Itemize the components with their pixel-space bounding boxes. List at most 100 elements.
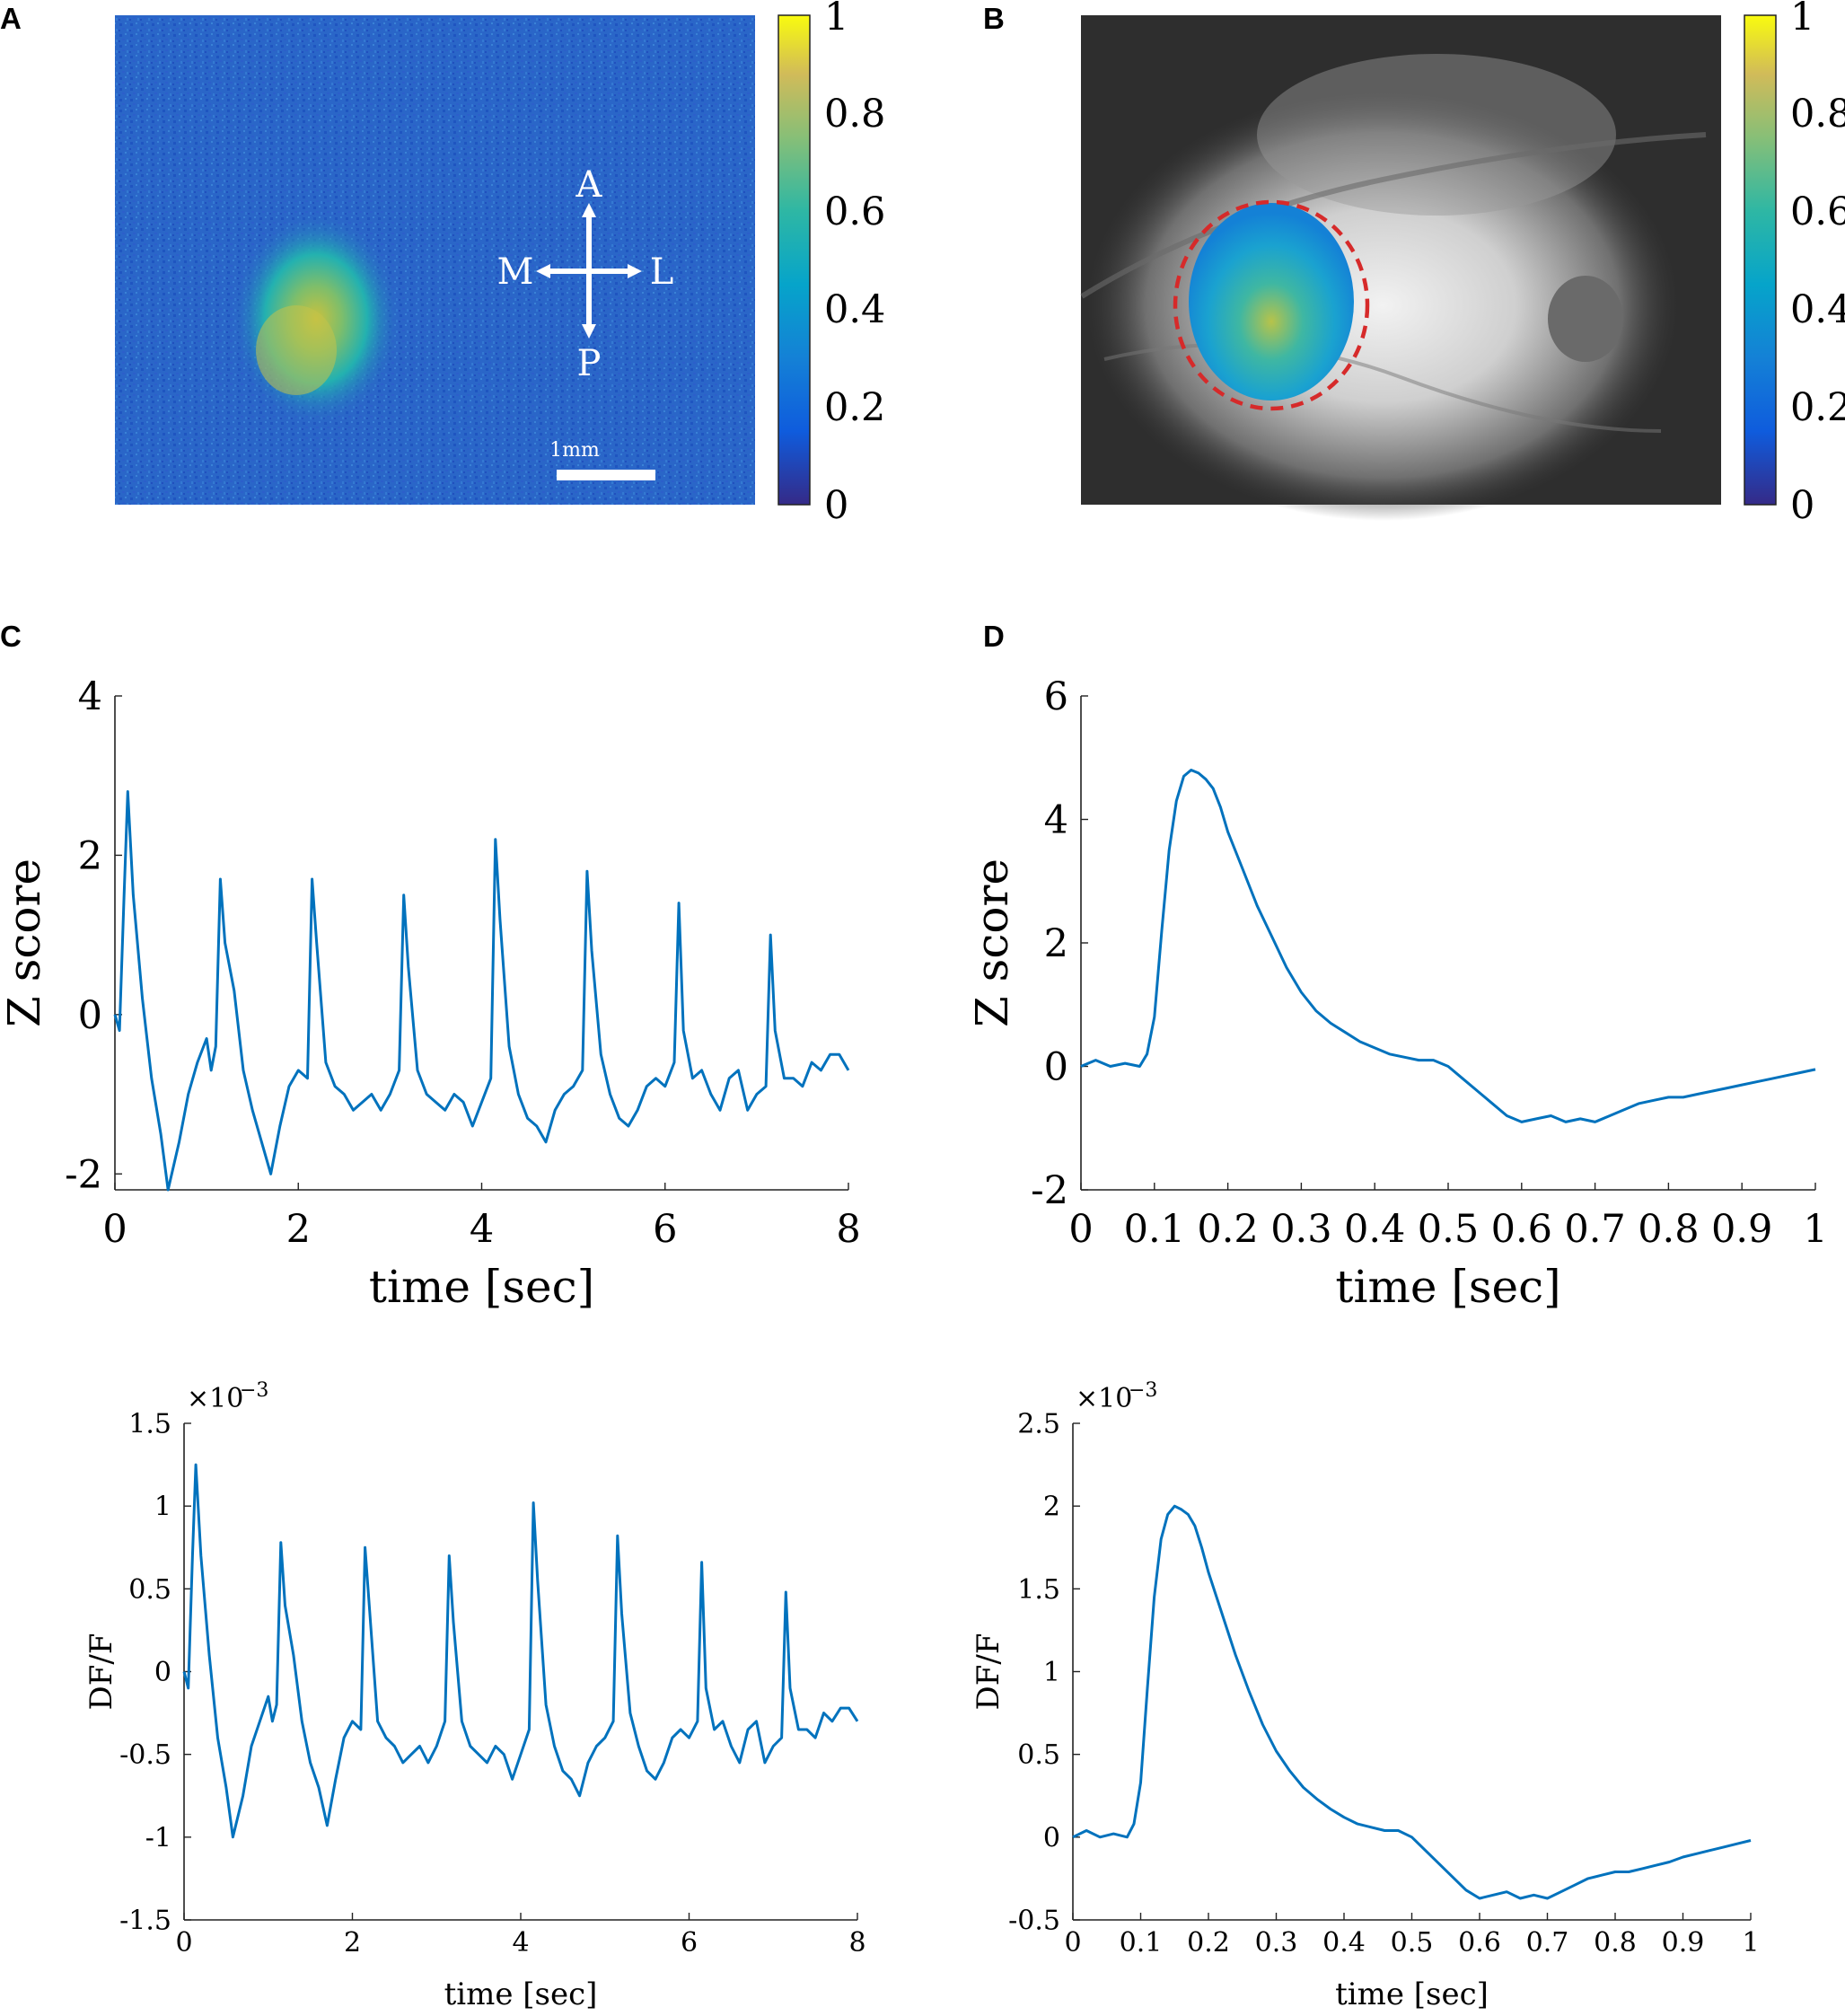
colorbar-a-tick: 0	[824, 483, 848, 528]
chart-d-dff: 0 0.1 0.2 0.3 0.4 0.5 0.6 0.7 0.8 0.9 1-0.500.511.…	[971, 1379, 1760, 2012]
panel-label-b: B	[983, 2, 1005, 35]
y-axis-exponent-power: −3	[1129, 1379, 1157, 1402]
panel-label-a: A	[0, 2, 22, 35]
x-tick-label: 0.6	[1458, 1927, 1501, 1959]
y-axis-label: Z score	[0, 858, 50, 1027]
colorbar-a	[778, 14, 811, 506]
y-tick-label: 2	[1043, 1492, 1060, 1523]
x-tick-label: 0.3	[1255, 1927, 1298, 1959]
x-tick-label: 0.2	[1197, 1207, 1258, 1252]
y-axis-exponent: ×10	[1076, 1383, 1132, 1414]
colorbar-a-tick: 0.8	[824, 92, 885, 136]
colorbar-b-tick: 0	[1790, 483, 1814, 528]
y-tick-label: 4	[1044, 798, 1068, 843]
orientation-posterior: P	[577, 343, 602, 384]
y-tick-label: 0	[1043, 1822, 1060, 1853]
x-axis-label: time [sec]	[1335, 1261, 1560, 1313]
vessel-shadow	[1257, 54, 1616, 216]
x-tick-label: 0	[1068, 1207, 1093, 1252]
x-tick-label: 0.7	[1526, 1927, 1569, 1959]
x-tick-label: 2	[286, 1207, 311, 1252]
y-tick-label: 6	[1044, 674, 1068, 719]
y-tick-label: 1	[1043, 1657, 1060, 1688]
colorbar-b-tick: 1	[1790, 0, 1814, 40]
x-axis-label: time [sec]	[1335, 1976, 1489, 2012]
colorbar-b-ticks: 0 0.2 0.4 0.6 0.8 1	[1790, 0, 1845, 528]
x-tick-label: 0.4	[1322, 1927, 1366, 1959]
x-tick-label: 0	[102, 1207, 127, 1252]
illumination-glow	[1086, 90, 1679, 521]
panel-label-d: D	[983, 620, 1005, 653]
scale-bar-label: 1mm	[549, 439, 600, 462]
y-tick-label: -1	[145, 1822, 171, 1853]
chart-c-dff: 0 2 4 6 8 -1.5 -1 -0.5 0 0.5 1 1.5 time [sec] DF/F ×10…	[83, 1379, 866, 2012]
data-line	[113, 790, 850, 1192]
x-tick-label: 0.8	[1638, 1207, 1699, 1252]
activation-map-image	[115, 15, 755, 505]
y-tick-label: 0.5	[128, 1574, 171, 1606]
y-tick-label: 0	[78, 993, 102, 1038]
x-tick-label: 0.4	[1344, 1207, 1405, 1252]
bone-hole	[1548, 276, 1623, 362]
x-tick-label: 0.6	[1491, 1207, 1552, 1252]
y-axis-label: Z score	[966, 858, 1018, 1027]
y-axis-label: DF/F	[971, 1633, 1006, 1711]
x-tick-label: 0	[175, 1927, 192, 1959]
y-tick-label: -2	[65, 1152, 102, 1197]
y-tick-label: 2	[78, 833, 102, 878]
colorbar-a-tick: 0.6	[824, 189, 885, 234]
y-tick-label: 1.5	[128, 1409, 171, 1440]
activation-peak	[256, 305, 337, 395]
colorbar-b	[1744, 14, 1777, 506]
x-tick-label: 0.5	[1418, 1207, 1479, 1252]
x-axis-label: time [sec]	[369, 1261, 594, 1313]
roi-ellipse	[1173, 199, 1370, 411]
x-tick-label: 0.2	[1187, 1927, 1230, 1959]
y-tick-label: 4	[78, 674, 102, 719]
x-tick-label: 0.5	[1391, 1927, 1434, 1959]
x-tick-label: 8	[836, 1207, 860, 1252]
colorbar-b-tick: 0.8	[1790, 92, 1845, 136]
activation-overlay	[1189, 203, 1354, 401]
colorbar-b-tick: 0.6	[1790, 189, 1845, 234]
x-tick-label: 1	[1742, 1927, 1759, 1959]
x-tick-label: 0.7	[1564, 1207, 1625, 1252]
panel-b: B 0 0.2 0.4 0.6 0.8 1	[983, 0, 1845, 528]
data-line	[182, 1463, 859, 1839]
colorbar-a-tick: 0.2	[824, 385, 885, 430]
colorbar-a-tick: 0.4	[824, 287, 885, 332]
x-tick-label: 1	[1803, 1207, 1827, 1252]
y-tick-label: 0	[1044, 1045, 1068, 1090]
x-tick-label: 0.9	[1662, 1927, 1705, 1959]
x-tick-label: 6	[681, 1927, 698, 1959]
x-tick-label: 0	[1064, 1927, 1081, 1959]
scale-bar	[557, 470, 655, 480]
x-tick-label: 0.1	[1124, 1207, 1185, 1252]
blood-vessel	[1103, 343, 1662, 433]
orientation-lateral: L	[650, 251, 674, 293]
x-tick-label: 0.9	[1711, 1207, 1772, 1252]
y-axis-label: DF/F	[83, 1633, 119, 1711]
y-tick-label: 0	[154, 1657, 171, 1688]
orientation-medial: M	[497, 251, 534, 293]
y-tick-label: -0.5	[119, 1739, 171, 1771]
x-tick-label: 2	[344, 1927, 361, 1959]
colorbar-a-tick: 1	[824, 0, 848, 40]
data-line	[1080, 769, 1816, 1123]
y-tick-label: -1.5	[119, 1906, 171, 1937]
y-tick-label: 2	[1044, 921, 1068, 966]
y-tick-label: -2	[1031, 1168, 1068, 1213]
y-tick-label: 1	[154, 1492, 171, 1523]
x-tick-label: 8	[848, 1927, 865, 1959]
y-tick-label: 1.5	[1017, 1574, 1060, 1606]
x-tick-label: 6	[653, 1207, 677, 1252]
x-tick-label: 0.3	[1270, 1207, 1331, 1252]
x-tick-label: 4	[470, 1207, 494, 1252]
x-axis-label: time [sec]	[444, 1976, 598, 2012]
panel-a: A A P M L 1mm 0 0.2 0.4 0.6 0.8 1	[0, 0, 885, 528]
data-line	[1072, 1504, 1752, 1900]
orientation-compass	[536, 203, 642, 339]
y-axis-exponent-power: −3	[240, 1379, 268, 1402]
